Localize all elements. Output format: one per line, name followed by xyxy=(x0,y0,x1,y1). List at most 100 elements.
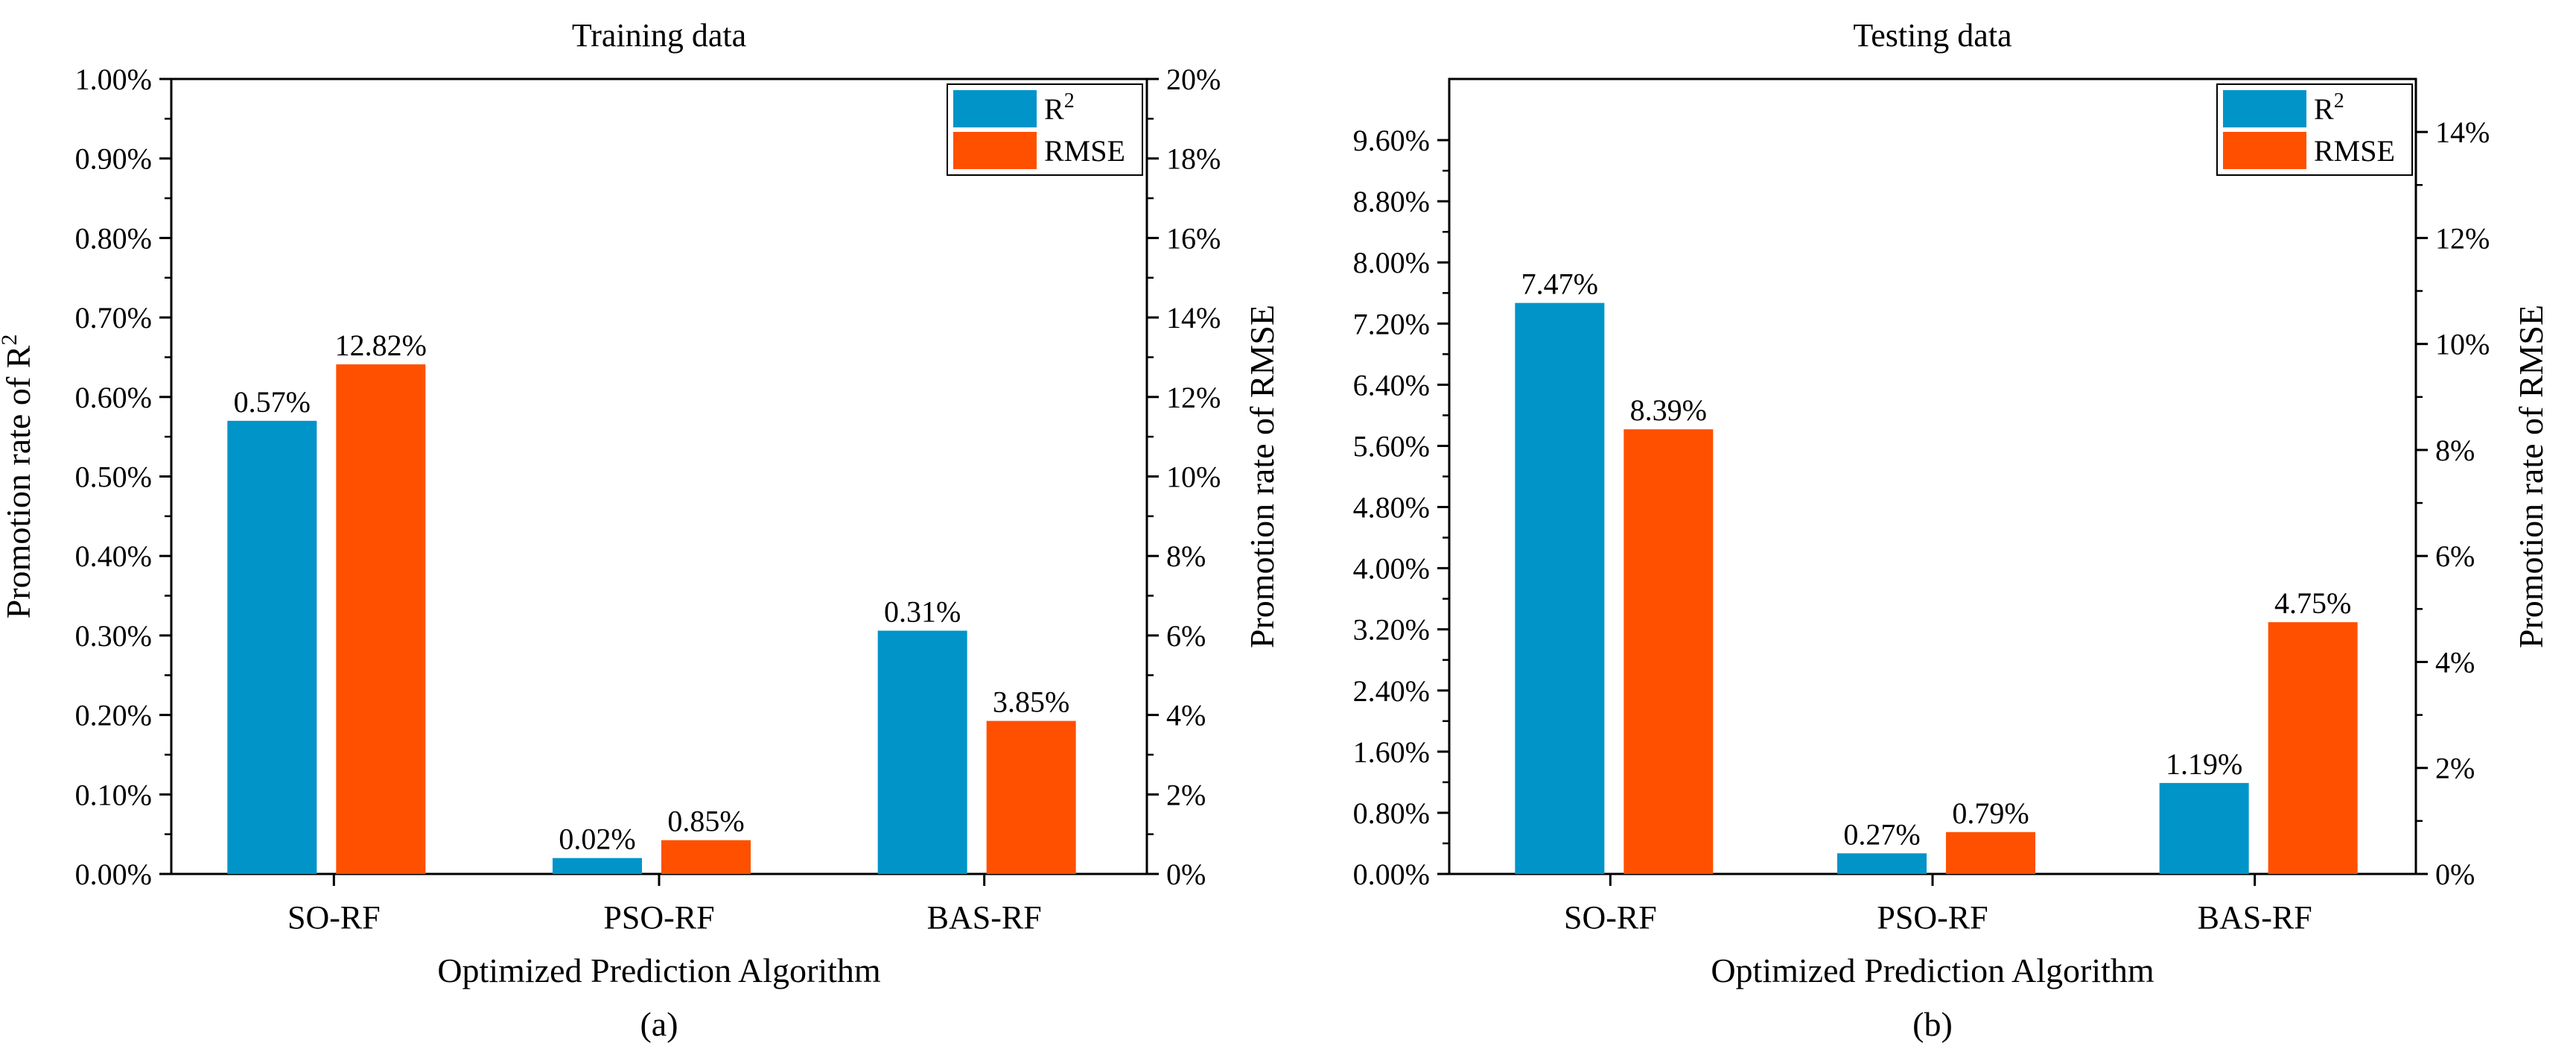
right-tick-label: 6% xyxy=(1166,619,1206,653)
chart-title: Testing data xyxy=(1853,17,2011,54)
left-tick-label: 0.80% xyxy=(1353,796,1430,830)
data-label: 8.39% xyxy=(1630,393,1707,427)
right-tick-label: 12% xyxy=(1166,381,1221,414)
left-tick-label: 4.00% xyxy=(1353,552,1430,586)
data-label: 0.57% xyxy=(234,385,311,419)
right-tick-label: 14% xyxy=(2435,115,2490,149)
chart-training: Training data 0.00% 0.10% 0.20% 0.30% 0.40% 0.… xyxy=(0,17,1281,1043)
bar-rmse-bas-rf xyxy=(986,720,1076,874)
left-tick-label: 0.40% xyxy=(75,539,152,573)
subcaption: (b) xyxy=(1912,1005,1953,1043)
left-tick-label: 8.80% xyxy=(1353,185,1430,218)
bar-r2-so-rf xyxy=(1515,302,1605,875)
data-label: 0.85% xyxy=(667,805,744,838)
legend-label-r2-sup: 2 xyxy=(1064,89,1075,113)
bar-rmse-pso-rf xyxy=(1946,831,2035,874)
right-tick-label: 2% xyxy=(1166,778,1206,811)
bar-r2-so-rf xyxy=(227,420,317,874)
bar-r2-pso-rf xyxy=(553,858,642,874)
right-tick-label: 4% xyxy=(2435,645,2475,679)
legend-swatch-rmse xyxy=(2223,132,2306,169)
legend-swatch-r2 xyxy=(2223,90,2306,127)
right-tick-label: 6% xyxy=(2435,539,2475,573)
right-tick-label: 10% xyxy=(1166,460,1221,494)
data-label: 0.79% xyxy=(1952,796,2029,830)
left-tick-label: 0.90% xyxy=(75,142,152,176)
right-tick-label: 16% xyxy=(1166,221,1221,255)
legend-label-r2-text: R xyxy=(1044,92,1064,126)
right-tick-label: 4% xyxy=(1166,699,1206,732)
right-tick-label: 20% xyxy=(1166,63,1221,96)
category-label: SO-RF xyxy=(1564,899,1657,936)
legend-label-rmse: RMSE xyxy=(1044,134,1125,168)
category-label: PSO-RF xyxy=(603,899,714,936)
right-tick-label: 8% xyxy=(1166,539,1206,573)
legend-label-r2-sup: 2 xyxy=(2334,89,2344,113)
legend-swatch-r2 xyxy=(953,90,1037,127)
chart-testing: Testing data 0.00% 0.80% 1.60% 2.40% 3.20% 4.0… xyxy=(1353,17,2550,1043)
bar-rmse-so-rf xyxy=(1623,429,1714,874)
right-tick-label: 12% xyxy=(2435,221,2490,255)
bar-rmse-so-rf xyxy=(336,364,426,875)
left-tick-label: 0.60% xyxy=(75,381,152,414)
data-label: 3.85% xyxy=(993,685,1069,719)
left-tick-label: 0.50% xyxy=(75,460,152,494)
right-tick-label: 0% xyxy=(2435,858,2475,891)
left-tick-label: 4.80% xyxy=(1353,491,1430,525)
left-tick-label: 3.20% xyxy=(1353,613,1430,647)
left-tick-label: 0.80% xyxy=(75,221,152,255)
bar-r2-pso-rf xyxy=(1837,853,1927,874)
right-tick-label: 18% xyxy=(1166,142,1221,176)
bar-r2-bas-rf xyxy=(877,630,967,874)
left-tick-label: 1.60% xyxy=(1353,735,1430,769)
right-axis-title: Promotion rate of RMSE xyxy=(2512,305,2550,648)
legend-label-rmse: RMSE xyxy=(2314,134,2395,168)
left-axis-title: Promotion rate of R2 xyxy=(0,335,37,619)
legend: R2 RMSE xyxy=(947,83,1143,176)
category-label: BAS-RF xyxy=(2198,899,2312,936)
legend-swatch-rmse xyxy=(953,132,1037,169)
category-label: PSO-RF xyxy=(1877,899,1988,936)
right-tick-label: 8% xyxy=(2435,434,2475,467)
left-tick-label: 0.20% xyxy=(75,699,152,732)
left-tick-label: 0.00% xyxy=(75,858,152,891)
right-tick-label: 2% xyxy=(2435,752,2475,785)
data-label: 12.82% xyxy=(335,329,427,362)
legend-label-r2: R2 xyxy=(1044,89,1075,126)
left-tick-label: 8.00% xyxy=(1353,246,1430,279)
bar-r2-bas-rf xyxy=(2159,782,2249,874)
chart-title: Training data xyxy=(572,17,746,54)
data-label: 1.19% xyxy=(2166,747,2242,781)
right-tick-label: 0% xyxy=(1166,858,1206,891)
right-tick-label: 10% xyxy=(2435,328,2490,361)
data-label: 0.27% xyxy=(1843,817,1920,851)
x-axis-title: Optimized Prediction Algorithm xyxy=(1711,951,2154,989)
legend-label-r2: R2 xyxy=(2314,89,2344,126)
legend: R2 RMSE xyxy=(2216,83,2413,176)
subcaption: (a) xyxy=(640,1005,678,1043)
category-label: SO-RF xyxy=(287,899,381,936)
data-label: 4.75% xyxy=(2274,586,2351,620)
left-tick-label: 9.60% xyxy=(1353,124,1430,157)
category-label: BAS-RF xyxy=(927,899,1042,936)
left-tick-label: 2.40% xyxy=(1353,674,1430,708)
bar-rmse-bas-rf xyxy=(2268,622,2358,874)
left-axis-title-text: Promotion rate of R xyxy=(0,345,37,618)
left-tick-label: 0.70% xyxy=(75,301,152,335)
left-tick-label: 1.00% xyxy=(75,63,152,96)
left-axis-title-sup: 2 xyxy=(0,335,22,346)
left-tick-label: 5.60% xyxy=(1353,429,1430,463)
data-label: 0.31% xyxy=(884,595,961,628)
left-tick-label: 0.00% xyxy=(1353,858,1430,891)
legend-label-r2-text: R xyxy=(2314,92,2334,126)
left-tick-label: 0.30% xyxy=(75,619,152,653)
x-axis-title: Optimized Prediction Algorithm xyxy=(437,951,881,989)
right-axis-title: Promotion rate of RMSE xyxy=(1243,305,1281,648)
left-tick-label: 0.10% xyxy=(75,778,152,811)
left-tick-label: 6.40% xyxy=(1353,368,1430,402)
data-label: 0.02% xyxy=(559,823,635,856)
bar-rmse-pso-rf xyxy=(661,840,751,874)
data-label: 7.47% xyxy=(1521,267,1598,301)
left-tick-label: 7.20% xyxy=(1353,307,1430,340)
